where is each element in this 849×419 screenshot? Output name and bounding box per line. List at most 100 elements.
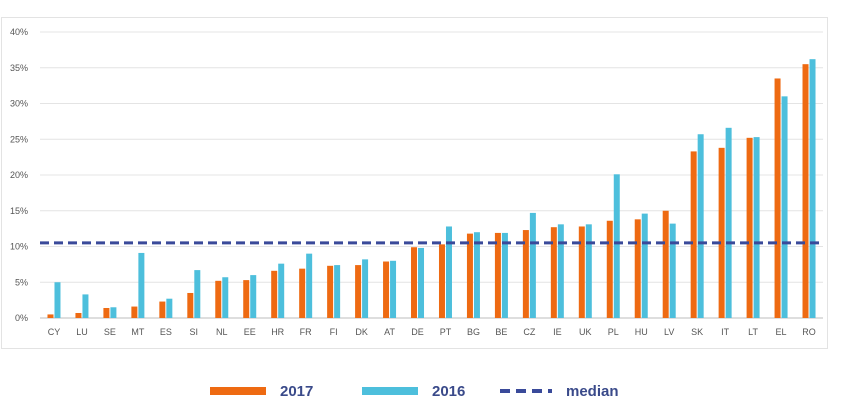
bar-2017-EE [243,280,250,318]
x-axis-ticks: CY LU SE MT ES SI NL EE HR FR FI DK AT DE PT BG BE CZ IE UK… [48,327,816,337]
x-tick-label: DK [355,327,368,337]
bar-2017-HR [271,270,278,318]
bar-2016-MT [138,252,145,318]
bar-2017-DK [355,265,362,318]
x-tick-label: FR [300,327,312,337]
legend-swatch-2016 [362,387,418,395]
y-tick-label: 0% [15,313,28,323]
x-tick-label: HR [271,327,284,337]
bar-2017-EL [774,78,781,318]
bar-2016-LU [82,294,89,318]
bar-2017-UK [578,226,585,318]
x-tick-label: SE [104,327,116,337]
bar-2016-HU [641,213,648,318]
bar-2017-NL [215,280,222,318]
bar-2017-PL [606,220,613,318]
bar-2016-FI [334,265,341,318]
legend-label-median: median [566,382,619,400]
bar-2017-MT [131,306,138,318]
x-tick-label: AT [384,327,395,337]
bar-2017-DE [411,247,418,318]
legend-label-2016: 2016 [432,382,466,400]
y-tick-label: 40% [10,27,28,37]
legend-item-median: median [500,376,619,406]
bar-2016-IT [725,127,732,318]
bar-2017-IE [550,227,557,318]
x-tick-label: MT [131,327,144,337]
legend-swatch-2017 [210,387,266,395]
bar-2016-DK [362,259,369,318]
x-tick-label: BG [467,327,480,337]
bar-2016-DE [418,247,425,318]
x-tick-label: LV [664,327,674,337]
bar-chart: 0% 5% 10% 15% 20% 25% 30% 35% 40% CY LU SE MT ES SI NL… [1,17,828,349]
x-tick-label: RO [802,327,816,337]
x-tick-label: SI [190,327,199,337]
bar-2016-CY [54,282,61,318]
x-tick-label: LT [748,327,758,337]
bar-2016-IE [557,224,564,318]
bar-2016-HR [278,263,285,318]
y-axis-ticks: 0% 5% 10% 15% 20% 25% 30% 35% 40% [10,27,28,323]
bar-2017-HU [634,219,641,318]
legend-swatch-median [500,389,552,393]
bar-2016-AT [390,260,397,318]
bar-2016-SE [110,307,117,318]
plot-border [1,17,828,349]
bar-2017-AT [383,261,390,318]
bar-2017-FR [299,268,306,318]
bar-2016-LT [753,137,760,318]
x-tick-label: SK [691,327,703,337]
bar-2016-CZ [529,212,536,318]
bar-2016-FR [306,253,313,318]
gridlines [40,31,823,319]
x-tick-label: CY [48,327,61,337]
x-tick-label: PL [608,327,619,337]
bar-2017-SI [187,292,194,318]
bar-2016-SI [194,270,201,318]
legend-item-2016: 2016 [362,376,465,406]
y-tick-label: 20% [10,170,28,180]
bar-2016-LV [669,223,676,318]
bar-2017-BG [466,233,473,318]
legend-item-2017: 2017 [210,376,313,406]
bar-2017-RO [802,64,809,318]
y-tick-label: 25% [10,134,28,144]
x-tick-label: ES [160,327,172,337]
bar-2017-CY [47,314,54,318]
bar-2017-PT [438,244,445,318]
y-tick-label: 10% [10,242,28,252]
x-tick-label: BE [495,327,507,337]
bars [47,59,816,319]
y-tick-label: 15% [10,206,28,216]
bar-2017-SK [690,151,697,318]
chart-area: 0% 5% 10% 15% 20% 25% 30% 35% 40% CY LU SE MT ES SI NL… [1,17,828,349]
bar-2016-PL [613,174,620,318]
bar-2016-EL [781,96,788,318]
x-tick-label: DE [411,327,424,337]
y-tick-label: 5% [15,277,28,287]
x-tick-label: HU [635,327,648,337]
bar-2017-IT [718,147,725,318]
bar-2016-BG [473,232,480,318]
y-tick-label: 30% [10,99,28,109]
bar-2017-CZ [522,230,529,318]
x-tick-label: EE [244,327,256,337]
bar-2016-PT [445,226,452,318]
x-tick-label: CZ [523,327,535,337]
bar-2016-NL [222,277,229,318]
bar-2017-BE [494,232,501,318]
bar-2017-LV [662,210,669,318]
x-tick-label: IT [721,327,730,337]
bar-2016-EE [250,275,257,318]
bar-2016-BE [501,232,508,318]
x-tick-label: LU [76,327,88,337]
bar-2017-LU [75,312,82,318]
bar-2016-ES [166,298,173,318]
y-tick-label: 35% [10,63,28,73]
bar-2017-SE [103,307,110,318]
x-tick-label: NL [216,327,228,337]
bar-2016-RO [809,59,816,319]
bar-2017-LT [746,137,753,318]
x-tick-label: EL [776,327,787,337]
